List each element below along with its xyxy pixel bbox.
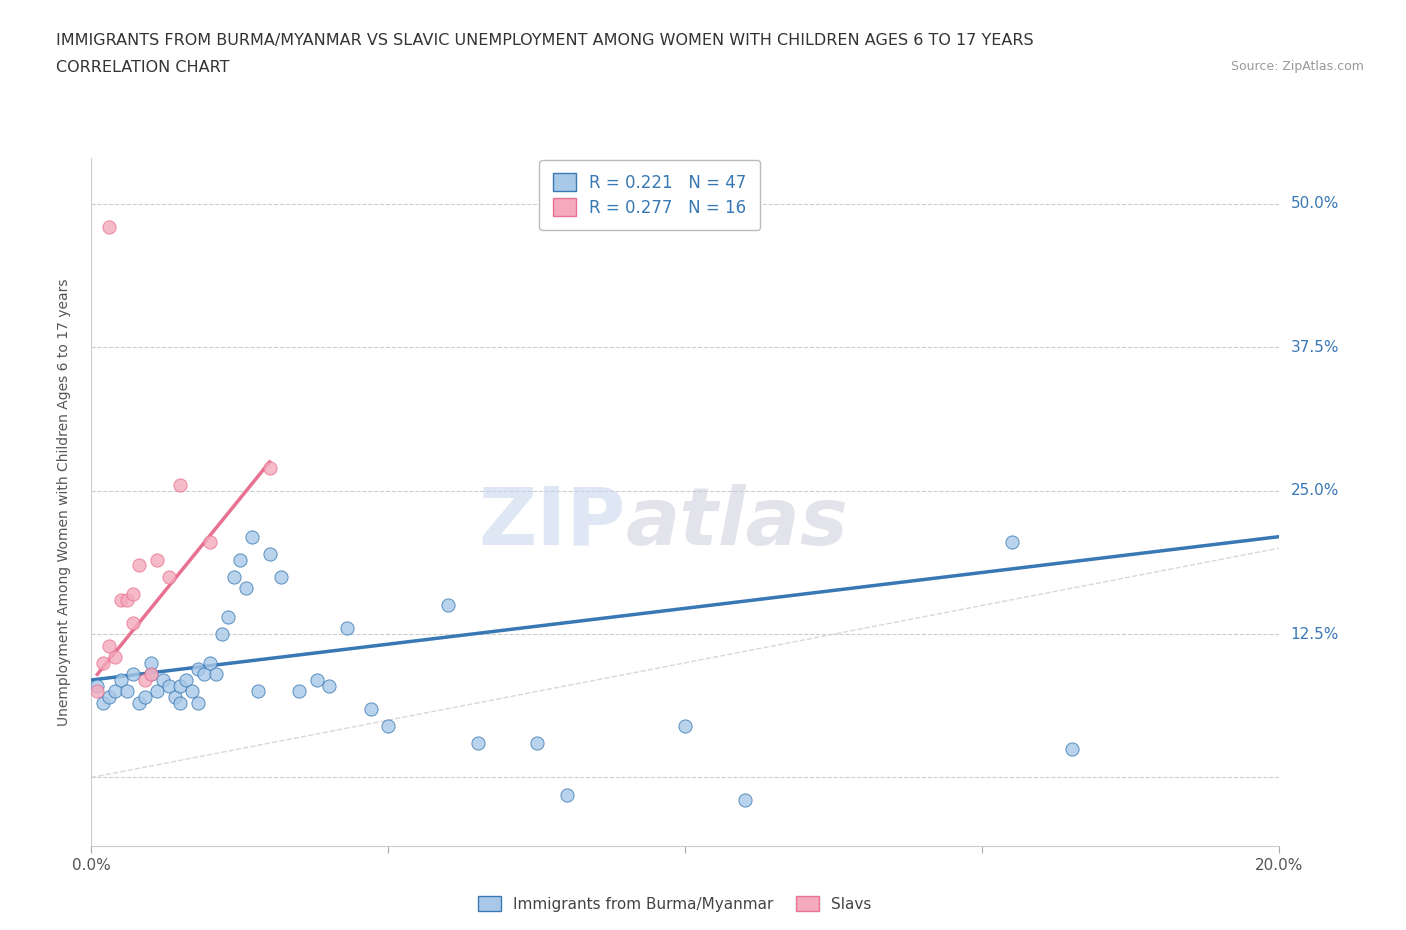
Point bbox=[200, 535, 222, 550]
Text: 12.5%: 12.5% bbox=[1291, 627, 1339, 642]
Point bbox=[104, 684, 127, 699]
Legend: Immigrants from Burma/Myanmar, Slavs: Immigrants from Burma/Myanmar, Slavs bbox=[472, 889, 877, 918]
Point bbox=[98, 638, 121, 653]
Point bbox=[139, 667, 162, 682]
Point bbox=[673, 719, 696, 734]
Text: ZIP: ZIP bbox=[479, 484, 626, 562]
Point bbox=[1001, 535, 1024, 550]
Point bbox=[115, 684, 138, 699]
Point bbox=[122, 667, 145, 682]
Point bbox=[169, 678, 191, 693]
Point bbox=[246, 684, 269, 699]
Point bbox=[193, 667, 215, 682]
Point bbox=[98, 690, 121, 705]
Point bbox=[259, 547, 281, 562]
Point bbox=[98, 219, 121, 234]
Point bbox=[1060, 741, 1083, 756]
Point bbox=[134, 690, 156, 705]
Point bbox=[217, 609, 239, 624]
Point bbox=[104, 650, 127, 665]
Point bbox=[139, 667, 162, 682]
Text: Source: ZipAtlas.com: Source: ZipAtlas.com bbox=[1230, 60, 1364, 73]
Text: atlas: atlas bbox=[626, 484, 849, 562]
Point bbox=[91, 696, 114, 711]
Point bbox=[318, 678, 340, 693]
Point bbox=[91, 656, 114, 671]
Point bbox=[152, 672, 174, 687]
Point bbox=[122, 616, 145, 631]
Point bbox=[229, 552, 252, 567]
Text: 50.0%: 50.0% bbox=[1291, 196, 1339, 211]
Point bbox=[187, 696, 209, 711]
Point bbox=[157, 569, 180, 584]
Point bbox=[169, 478, 191, 493]
Y-axis label: Unemployment Among Women with Children Ages 6 to 17 years: Unemployment Among Women with Children A… bbox=[56, 278, 70, 726]
Point bbox=[526, 736, 548, 751]
Point bbox=[115, 592, 138, 607]
Text: 37.5%: 37.5% bbox=[1291, 339, 1339, 355]
Point bbox=[200, 656, 222, 671]
Point bbox=[205, 667, 228, 682]
Point bbox=[163, 690, 186, 705]
Point bbox=[139, 656, 162, 671]
Point bbox=[222, 569, 245, 584]
Point bbox=[86, 678, 108, 693]
Point bbox=[128, 558, 150, 573]
Point bbox=[110, 592, 132, 607]
Point bbox=[555, 787, 578, 802]
Text: CORRELATION CHART: CORRELATION CHART bbox=[56, 60, 229, 75]
Point bbox=[176, 672, 198, 687]
Point bbox=[307, 672, 329, 687]
Point bbox=[377, 719, 399, 734]
Point bbox=[181, 684, 204, 699]
Point bbox=[467, 736, 489, 751]
Point bbox=[360, 701, 382, 716]
Point bbox=[134, 672, 156, 687]
Point bbox=[259, 460, 281, 475]
Point bbox=[211, 627, 233, 642]
Point bbox=[145, 552, 167, 567]
Text: IMMIGRANTS FROM BURMA/MYANMAR VS SLAVIC UNEMPLOYMENT AMONG WOMEN WITH CHILDREN A: IMMIGRANTS FROM BURMA/MYANMAR VS SLAVIC … bbox=[56, 33, 1033, 47]
Point bbox=[270, 569, 292, 584]
Legend: R = 0.221   N = 47, R = 0.277   N = 16: R = 0.221 N = 47, R = 0.277 N = 16 bbox=[540, 160, 761, 231]
Point bbox=[288, 684, 311, 699]
Point bbox=[145, 684, 167, 699]
Text: 25.0%: 25.0% bbox=[1291, 484, 1339, 498]
Point bbox=[336, 621, 359, 636]
Point bbox=[734, 793, 756, 808]
Point bbox=[86, 684, 108, 699]
Point bbox=[110, 672, 132, 687]
Point bbox=[240, 529, 263, 544]
Point bbox=[436, 598, 458, 613]
Point bbox=[235, 580, 257, 596]
Point bbox=[169, 696, 191, 711]
Point bbox=[122, 587, 145, 602]
Point bbox=[128, 696, 150, 711]
Point bbox=[187, 661, 209, 676]
Point bbox=[157, 678, 180, 693]
